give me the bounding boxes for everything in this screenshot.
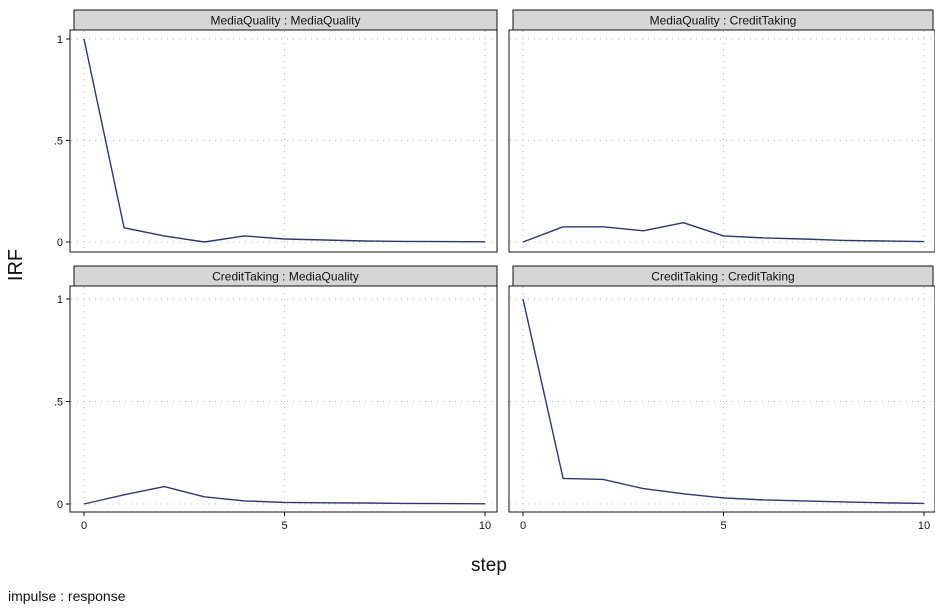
x-tick-label: 5 <box>720 520 726 532</box>
x-tick-label: 10 <box>918 520 930 532</box>
irf-series-line <box>522 221 925 243</box>
panel-4: CreditTaking : CreditTaking 0 5 10 <box>508 265 935 532</box>
panel-1: MediaQuality : MediaQuality 0 .5 1 <box>54 9 498 253</box>
panel-title: CreditTaking : MediaQuality <box>212 270 359 284</box>
irf-series-line <box>83 38 486 243</box>
y-tick-label: 1 <box>57 34 63 46</box>
impulse-response-note: impulse : response <box>8 588 126 604</box>
plot-region <box>508 29 935 253</box>
y-tick-label: 0 <box>57 237 63 249</box>
plot-region <box>69 285 498 513</box>
y-tick-label: 0 <box>57 499 63 511</box>
x-tick-label: 10 <box>479 520 491 532</box>
y-axis-title: IRF <box>5 249 27 281</box>
x-tick-label: 0 <box>520 520 526 532</box>
irf-series-line <box>83 485 486 505</box>
x-tick-label: 0 <box>81 520 87 532</box>
plot-region <box>508 285 935 513</box>
y-tick-label: .5 <box>54 136 63 148</box>
x-axis-title: step <box>471 555 507 576</box>
panel-2: MediaQuality : CreditTaking <box>508 9 935 253</box>
irf-series-line <box>522 298 925 505</box>
plot-region <box>69 29 498 253</box>
panel-title: MediaQuality : CreditTaking <box>650 14 797 28</box>
panel-title: MediaQuality : MediaQuality <box>210 14 360 28</box>
y-tick-label: 1 <box>57 294 63 306</box>
y-tick-label: .5 <box>54 397 63 409</box>
panel-title: CreditTaking : CreditTaking <box>651 270 794 284</box>
x-tick-label: 5 <box>281 520 287 532</box>
